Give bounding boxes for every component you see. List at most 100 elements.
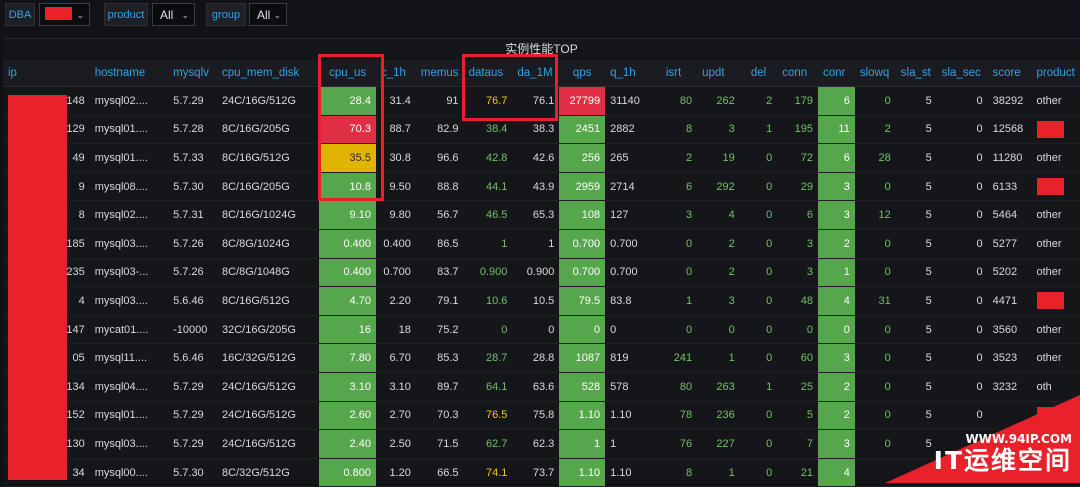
variables-bar: DBA ⌄ product All ⌄ group All ⌄ <box>0 0 1080 30</box>
cell-cpu-us: 9.10 <box>319 201 376 230</box>
redacted-product <box>1037 292 1064 309</box>
cell-memus: 83.7 <box>416 258 464 287</box>
cell-conr: 2 <box>818 372 855 401</box>
cell-dataus: 0 <box>464 315 513 344</box>
cell-slowq: 0 <box>855 344 896 373</box>
redacted-product <box>1037 121 1064 138</box>
cell-da-1M: 1 <box>512 229 559 258</box>
cell-sla-sec: 0 <box>937 87 988 116</box>
cell-product <box>1032 115 1080 144</box>
cell-cpu-mem-disk: 8C/16G/1024G <box>217 201 319 230</box>
cell-product <box>1032 287 1080 316</box>
cell-score: 38292 <box>988 87 1032 116</box>
cell-da-1M: 10.5 <box>512 287 559 316</box>
group-variable-select[interactable]: All ⌄ <box>249 3 287 26</box>
cell-score: 5464 <box>988 201 1032 230</box>
column-header-del[interactable]: del <box>740 60 778 87</box>
cell-hostname: mysql03.... <box>90 287 168 316</box>
cell-product: other <box>1032 201 1080 230</box>
cell-q-1h: 83.8 <box>605 287 650 316</box>
column-header-cpu-mem-disk[interactable]: cpu_mem_disk <box>217 60 319 87</box>
cell-q-1h: 0 <box>605 315 650 344</box>
cell-updt: 4 <box>697 201 740 230</box>
cell-mysqlv: 5.7.31 <box>168 201 217 230</box>
product-variable-label: product <box>104 3 148 26</box>
cell-dataus: 62.7 <box>464 430 513 459</box>
cell-slowq: 0 <box>855 229 896 258</box>
cell-da-1M: 0 <box>512 315 559 344</box>
cell-del: 0 <box>740 258 778 287</box>
column-header-product[interactable]: product <box>1032 60 1080 87</box>
cell-conn: 3 <box>777 258 818 287</box>
dba-variable-select[interactable]: ⌄ <box>39 3 90 26</box>
cell-cpu-us: 3.10 <box>319 372 376 401</box>
cell-conn: 48 <box>777 287 818 316</box>
cell-mysqlv: 5.7.29 <box>168 87 217 116</box>
column-header-sla-sec[interactable]: sla_sec <box>937 60 988 87</box>
cell-del: 1 <box>740 372 778 401</box>
cell-c-1h: 0.400 <box>376 229 416 258</box>
cell-updt: 3 <box>697 287 740 316</box>
cell-updt: 236 <box>697 401 740 430</box>
cell-isrt: 78 <box>650 401 697 430</box>
cell-dataus: 42.8 <box>464 144 513 173</box>
cell-conr: 2 <box>818 229 855 258</box>
cell-hostname: mysql01.... <box>90 144 168 173</box>
cell-da-1M: 62.3 <box>512 430 559 459</box>
column-header-hostname[interactable]: hostname <box>90 60 168 87</box>
cell-q-1h: 578 <box>605 372 650 401</box>
cell-del: 0 <box>740 201 778 230</box>
cell-sla-st: 5 <box>896 144 937 173</box>
cell-dataus: 76.5 <box>464 401 513 430</box>
cell-conn: 5 <box>777 401 818 430</box>
cell-slowq: 0 <box>855 172 896 201</box>
cell-hostname: mysql08.... <box>90 172 168 201</box>
column-header-slowq[interactable]: slowq <box>855 60 896 87</box>
cell-dataus: 1 <box>464 229 513 258</box>
column-header-memus[interactable]: memus <box>416 60 464 87</box>
cell-da-1M: 42.6 <box>512 144 559 173</box>
column-header-sla-st[interactable]: sla_st <box>896 60 937 87</box>
column-header-updt[interactable]: updt <box>697 60 740 87</box>
cell-conr: 2 <box>818 401 855 430</box>
annotation-box-dataus <box>462 54 558 121</box>
cell-conr: 3 <box>818 172 855 201</box>
cell-sla-st: 5 <box>896 201 937 230</box>
cell-updt: 262 <box>697 87 740 116</box>
cell-isrt: 8 <box>650 115 697 144</box>
column-header-conr[interactable]: conr <box>818 60 855 87</box>
column-header-score[interactable]: score <box>988 60 1032 87</box>
cell-qps: 1.10 <box>559 401 605 430</box>
column-header-mysqlv[interactable]: mysqlv <box>168 60 217 87</box>
cell-hostname: mysql01.... <box>90 115 168 144</box>
cell-memus: 85.3 <box>416 344 464 373</box>
cell-qps: 108 <box>559 201 605 230</box>
cell-q-1h: 265 <box>605 144 650 173</box>
cell-cpu-mem-disk: 24C/16G/512G <box>217 87 319 116</box>
cell-da-1M: 28.8 <box>512 344 559 373</box>
chevron-down-icon: ⌄ <box>76 4 84 27</box>
cell-sla-st: 5 <box>896 315 937 344</box>
column-header-ip[interactable]: ip <box>3 60 90 87</box>
cell-qps: 79.5 <box>559 287 605 316</box>
cell-hostname: mycat01.... <box>90 315 168 344</box>
cell-sla-st: 5 <box>896 344 937 373</box>
cell-score: 5277 <box>988 229 1032 258</box>
cell-cpu-mem-disk: 8C/16G/512G <box>217 144 319 173</box>
cell-c-1h: 2.20 <box>376 287 416 316</box>
cell-conn: 72 <box>777 144 818 173</box>
cell-sla-sec: 0 <box>937 229 988 258</box>
column-header-q-1h[interactable]: q_1h <box>605 60 650 87</box>
cell-product: other <box>1032 144 1080 173</box>
cell-qps: 528 <box>559 372 605 401</box>
product-variable-select[interactable]: All ⌄ <box>152 3 195 26</box>
column-header-isrt[interactable]: isrt <box>650 60 697 87</box>
cell-mysqlv: 5.7.26 <box>168 229 217 258</box>
column-header-conn[interactable]: conn <box>777 60 818 87</box>
cell-mysqlv: 5.7.33 <box>168 144 217 173</box>
cell-q-1h: 819 <box>605 344 650 373</box>
column-header-qps[interactable]: qps <box>559 60 605 87</box>
